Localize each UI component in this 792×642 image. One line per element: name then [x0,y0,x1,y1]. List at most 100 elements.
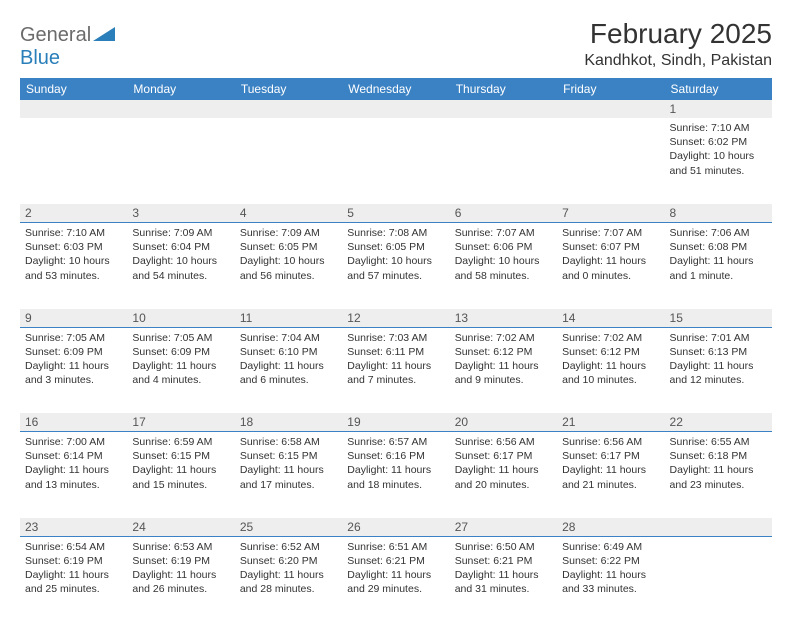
day-number: 27 [455,520,468,534]
sunset: Sunset: 6:18 PM [670,449,767,463]
daylight: Daylight: 11 hours and 25 minutes. [25,568,122,596]
sunset: Sunset: 6:07 PM [562,240,659,254]
day-number: 1 [670,102,677,116]
day-cell [235,118,342,204]
day-number: 4 [240,206,247,220]
day-cell [20,118,127,204]
day-number: 13 [455,311,468,325]
daylight: Daylight: 11 hours and 4 minutes. [132,359,229,387]
sunrise: Sunrise: 7:04 AM [240,331,337,345]
sunrise: Sunrise: 6:49 AM [562,540,659,554]
day-number: 14 [562,311,575,325]
day-number: 18 [240,415,253,429]
sunset: Sunset: 6:20 PM [240,554,337,568]
logo-word-blue: Blue [20,47,60,69]
day-number: 26 [347,520,360,534]
day-header: Thursday [450,78,557,100]
sunset: Sunset: 6:22 PM [562,554,659,568]
daylight: Daylight: 11 hours and 1 minute. [670,254,767,282]
day-cell [450,118,557,204]
day-cell: Sunrise: 6:56 AMSunset: 6:17 PMDaylight:… [557,432,664,518]
sunrise: Sunrise: 6:50 AM [455,540,552,554]
day-number: 16 [25,415,38,429]
day-cell: Sunrise: 7:10 AMSunset: 6:03 PMDaylight:… [20,223,127,309]
daylight: Daylight: 10 hours and 53 minutes. [25,254,122,282]
sunrise: Sunrise: 7:02 AM [562,331,659,345]
sunrise: Sunrise: 7:10 AM [670,121,767,135]
week-row: Sunrise: 7:10 AMSunset: 6:02 PMDaylight:… [20,118,772,204]
day-cell: Sunrise: 6:55 AMSunset: 6:18 PMDaylight:… [665,432,772,518]
day-number: 6 [455,206,462,220]
sunrise: Sunrise: 7:03 AM [347,331,444,345]
daylight: Daylight: 11 hours and 31 minutes. [455,568,552,596]
day-cell: Sunrise: 7:06 AMSunset: 6:08 PMDaylight:… [665,223,772,309]
day-cell: Sunrise: 7:02 AMSunset: 6:12 PMDaylight:… [557,327,664,413]
sunrise: Sunrise: 7:07 AM [562,226,659,240]
day-cell: Sunrise: 6:53 AMSunset: 6:19 PMDaylight:… [127,536,234,622]
day-header: Saturday [665,78,772,100]
daylight: Daylight: 10 hours and 57 minutes. [347,254,444,282]
sunrise: Sunrise: 7:05 AM [132,331,229,345]
sunrise: Sunrise: 7:05 AM [25,331,122,345]
day-cell: Sunrise: 7:01 AMSunset: 6:13 PMDaylight:… [665,327,772,413]
day-number: 12 [347,311,360,325]
sunset: Sunset: 6:09 PM [132,345,229,359]
daynum-row: 2 3 4 5 6 7 8 [20,204,772,223]
day-cell: Sunrise: 7:10 AMSunset: 6:02 PMDaylight:… [665,118,772,204]
day-cell: Sunrise: 7:03 AMSunset: 6:11 PMDaylight:… [342,327,449,413]
daylight: Daylight: 11 hours and 6 minutes. [240,359,337,387]
daylight: Daylight: 11 hours and 26 minutes. [132,568,229,596]
day-number: 2 [25,206,32,220]
week-row: Sunrise: 6:54 AMSunset: 6:19 PMDaylight:… [20,536,772,622]
sunrise: Sunrise: 6:56 AM [455,435,552,449]
day-number: 9 [25,311,32,325]
day-cell: Sunrise: 6:56 AMSunset: 6:17 PMDaylight:… [450,432,557,518]
sunrise: Sunrise: 6:59 AM [132,435,229,449]
sunset: Sunset: 6:21 PM [347,554,444,568]
sunrise: Sunrise: 6:57 AM [347,435,444,449]
sunrise: Sunrise: 7:10 AM [25,226,122,240]
daylight: Daylight: 11 hours and 17 minutes. [240,463,337,491]
day-number: 3 [132,206,139,220]
day-number: 21 [562,415,575,429]
daylight: Daylight: 10 hours and 54 minutes. [132,254,229,282]
sunrise: Sunrise: 6:56 AM [562,435,659,449]
sunset: Sunset: 6:05 PM [347,240,444,254]
daylight: Daylight: 11 hours and 23 minutes. [670,463,767,491]
week-row: Sunrise: 7:05 AMSunset: 6:09 PMDaylight:… [20,327,772,413]
daylight: Daylight: 11 hours and 33 minutes. [562,568,659,596]
daylight: Daylight: 11 hours and 15 minutes. [132,463,229,491]
sunset: Sunset: 6:03 PM [25,240,122,254]
day-cell: Sunrise: 7:05 AMSunset: 6:09 PMDaylight:… [20,327,127,413]
day-cell: Sunrise: 6:59 AMSunset: 6:15 PMDaylight:… [127,432,234,518]
day-cell: Sunrise: 6:52 AMSunset: 6:20 PMDaylight:… [235,536,342,622]
day-header: Friday [557,78,664,100]
sunrise: Sunrise: 7:01 AM [670,331,767,345]
daylight: Daylight: 11 hours and 18 minutes. [347,463,444,491]
sunrise: Sunrise: 6:55 AM [670,435,767,449]
sunset: Sunset: 6:19 PM [132,554,229,568]
daylight: Daylight: 11 hours and 0 minutes. [562,254,659,282]
header: General Blue February 2025 Kandhkot, Sin… [20,18,772,70]
sunrise: Sunrise: 6:52 AM [240,540,337,554]
day-number: 5 [347,206,354,220]
sunset: Sunset: 6:19 PM [25,554,122,568]
sunset: Sunset: 6:15 PM [240,449,337,463]
location: Kandhkot, Sindh, Pakistan [584,52,772,70]
day-cell [127,118,234,204]
sunrise: Sunrise: 7:09 AM [132,226,229,240]
sunset: Sunset: 6:16 PM [347,449,444,463]
day-cell [342,118,449,204]
day-cell: Sunrise: 7:08 AMSunset: 6:05 PMDaylight:… [342,223,449,309]
daylight: Daylight: 11 hours and 7 minutes. [347,359,444,387]
week-row: Sunrise: 7:00 AMSunset: 6:14 PMDaylight:… [20,432,772,518]
daylight: Daylight: 11 hours and 20 minutes. [455,463,552,491]
day-number: 10 [132,311,145,325]
logo-word-general: General [20,24,91,46]
sunrise: Sunrise: 7:06 AM [670,226,767,240]
sunset: Sunset: 6:13 PM [670,345,767,359]
daylight: Daylight: 11 hours and 9 minutes. [455,359,552,387]
day-cell: Sunrise: 6:49 AMSunset: 6:22 PMDaylight:… [557,536,664,622]
sunrise: Sunrise: 6:54 AM [25,540,122,554]
day-cell: Sunrise: 6:50 AMSunset: 6:21 PMDaylight:… [450,536,557,622]
